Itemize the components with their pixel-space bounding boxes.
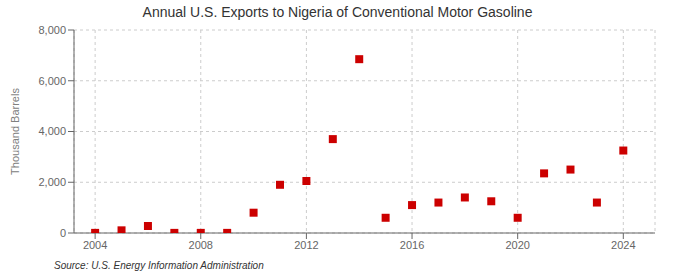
svg-text:6,000: 6,000 bbox=[38, 75, 66, 87]
svg-text:8,000: 8,000 bbox=[38, 24, 66, 36]
svg-text:2,000: 2,000 bbox=[38, 176, 66, 188]
svg-text:2004: 2004 bbox=[83, 239, 107, 251]
svg-text:2012: 2012 bbox=[294, 239, 318, 251]
svg-text:2024: 2024 bbox=[611, 239, 635, 251]
html-text:Source: U.S. Energy Informatio: Source: U.S. Energy Information Administ… bbox=[54, 260, 264, 271]
html-text:Annual U.S. Exports to Nigeria: Annual U.S. Exports to Nigeria of Conven… bbox=[142, 4, 533, 20]
svg-text:2016: 2016 bbox=[400, 239, 424, 251]
svg-text:Thousand Barrels: Thousand Barrels bbox=[9, 88, 21, 175]
svg-text:4,000: 4,000 bbox=[38, 125, 66, 137]
svg-text:2008: 2008 bbox=[189, 239, 213, 251]
svg-text:2020: 2020 bbox=[505, 239, 529, 251]
svg-text:0: 0 bbox=[60, 227, 66, 239]
